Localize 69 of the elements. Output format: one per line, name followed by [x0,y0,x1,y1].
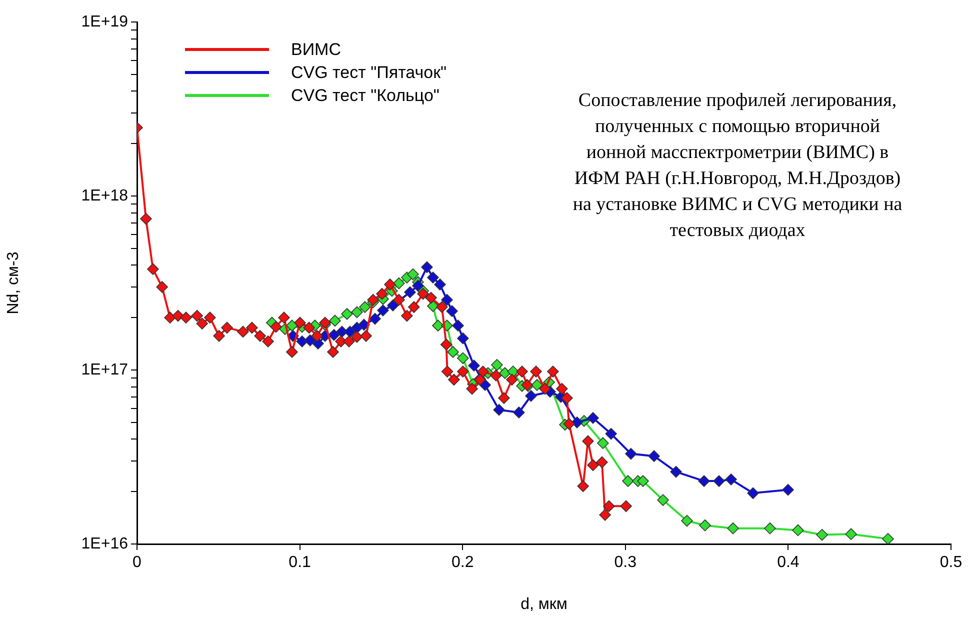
legend-label: CVG тест "Кольцо" [291,86,440,106]
legend-label: ВИМС [291,40,341,60]
point [525,390,537,402]
point [670,466,682,478]
point [359,301,371,313]
point [377,304,389,316]
point [447,346,459,358]
point [427,272,439,284]
point [412,280,424,292]
point [699,519,711,532]
point [404,286,416,298]
point [845,528,857,540]
point [513,406,525,418]
point [605,428,617,440]
annotation: Сопоставление профилей легирования, полученных с помощью вторичной ионной масспектрометрии (ВИМС) в ИФМ РАН (г.Н.Новгород, М.Н.Дроздов) на установке ВИМС и CVG методики на тестовых диодах [572,89,904,243]
y-axis-title: Nd, см-3 [5,252,22,314]
x-tick-label: 0.5 [940,554,962,572]
point [713,475,725,487]
point [681,514,693,527]
point [369,312,381,325]
x-tick-label: 0.1 [288,554,312,572]
point [468,360,480,372]
point [587,412,599,424]
x-tick-label: 0.3 [614,554,637,572]
point [304,334,316,346]
point [329,314,341,327]
point [625,448,637,460]
point [286,320,298,332]
point [698,475,710,487]
point [792,524,804,536]
x-tick-label: 0.2 [451,554,474,572]
point [341,308,353,320]
point [434,278,446,290]
point [657,494,669,506]
point [421,261,433,274]
point [387,300,399,312]
point [296,336,308,348]
point [622,475,634,487]
x-axis-title: d, мкм [520,596,568,613]
x-tick-label: 0 [132,554,142,572]
y-tick-label: 1E+19 [81,13,128,30]
point [882,532,894,544]
point [764,522,776,534]
point [393,277,405,290]
point [328,329,340,341]
point [816,528,828,541]
point [446,305,458,318]
point [493,404,505,416]
point [351,306,363,318]
point [531,379,543,391]
point [597,437,609,450]
point [452,320,464,332]
y-tick-label: 1E+17 [81,361,128,378]
point [457,352,469,364]
point [747,487,759,500]
y-tick-label: 1E+16 [81,535,128,552]
point [637,475,649,487]
point [441,294,453,306]
point [407,268,419,280]
point [491,358,503,371]
point [457,332,469,344]
point [648,450,660,462]
point [782,484,794,496]
y-tick-label: 1E+18 [81,187,128,204]
x-tick-label: 0.4 [777,554,800,572]
point [725,474,737,486]
point [727,522,739,534]
point [432,320,444,332]
legend-label: CVG тест "Пятачок" [291,62,447,82]
